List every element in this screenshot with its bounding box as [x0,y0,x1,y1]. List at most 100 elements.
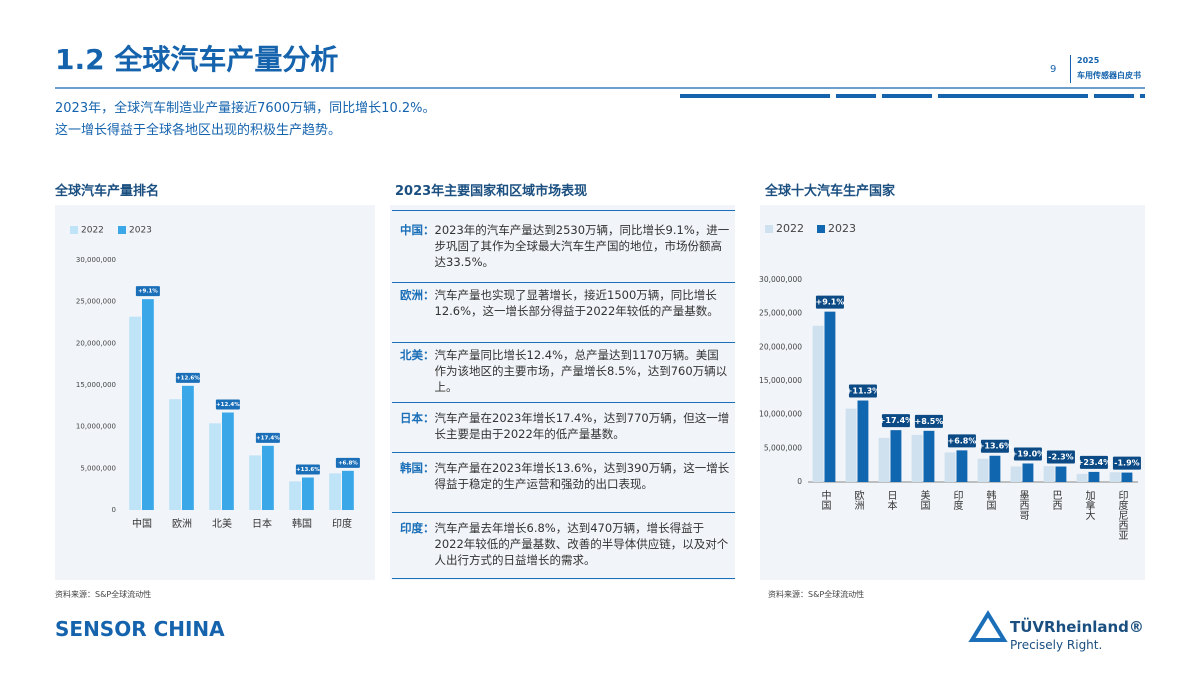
x-tick-label: 中国 [819,489,831,511]
market-item: 北美： 汽车产量同比增长12.4%，总产量达到1170万辆。美国作为该地区的主要市… [400,347,730,395]
bar [1010,466,1022,482]
annotation: +17.4% [256,435,280,441]
annotation-box [1079,455,1108,469]
bar [249,455,261,510]
separator [392,282,735,283]
annotation: +6.8% [947,436,976,445]
legend-swatch [70,226,78,234]
bar [222,412,234,510]
x-tick-label: 北美 [212,517,232,530]
separator [392,210,735,211]
intro-line: 2023年，全球汽车制造业产量接近7600万辆，同比增长10.2%。 [55,101,436,116]
annotation: +8.5% [914,417,943,426]
bar [911,434,923,482]
market-label: 韩国： [400,461,435,475]
annotation-box [881,414,910,428]
annotation-box [1046,450,1075,464]
bar [812,325,824,482]
book-title: 车用传感器白皮书 [1077,71,1141,80]
x-tick-label: 欧洲 [172,518,192,530]
logo-right: TÜVRheinland® [1010,618,1144,636]
legend-label: 2022 [81,226,104,236]
separator [392,342,735,343]
bar [923,430,935,482]
annotation-box [135,286,160,297]
annotation-box [175,372,200,383]
market-item: 韩国： 汽车产量在2023年增长13.6%，达到390万辆，这一增长得益于稳定的生… [400,460,730,492]
annotation-box [255,432,280,443]
x-tick-label: 墨西哥 [1017,490,1029,520]
x-tick-label: 巴西 [1050,490,1062,510]
bar [1076,473,1088,482]
market-text: 汽车产量在2023年增长17.4%，达到770万辆，但这一增长主要是由于2022… [434,411,730,441]
text-panel [390,205,735,580]
bar [302,477,314,510]
y-tick-label: 15,000,000 [76,381,116,389]
x-tick-label: 韩国 [984,489,996,511]
bar [1043,466,1055,482]
source: 资料来源：S&P全球流动性 [768,590,865,599]
y-tick-label: 0 [797,477,802,486]
x-tick-label: 印度 [332,517,352,530]
x-tick-label: 印度 [951,490,963,511]
x-tick-label: 日本 [252,517,272,530]
bar [262,445,274,510]
annotation: +11.3% [846,387,880,396]
annotation-box [335,457,360,468]
market-item: 印度： 汽车产量去年增长6.8%，达到470万辆，增长得益于2022年较低的产量基… [400,520,730,568]
source: 资料来源：S&P全球流动性 [55,590,152,599]
annotation: +9.1% [815,298,844,307]
y-tick-label: 10,000,000 [76,423,116,431]
bar [182,385,194,510]
annotation: -2.3% [1048,453,1074,462]
page-number: 9 [1050,64,1057,75]
bar [289,481,301,510]
x-tick-label: 日本 [885,490,897,511]
separator [392,452,735,453]
separator [392,402,735,403]
separator [392,512,735,513]
x-tick-label: 韩国 [292,517,312,530]
tuv-icon [968,610,1008,642]
y-tick-label: 5,000,000 [764,443,802,452]
bar [977,458,989,482]
market-text: 汽车产量去年增长6.8%，达到470万辆，增长得益于2022年较低的产量基数、改… [434,521,729,567]
x-tick-label: 中国 [132,517,152,530]
legend-label: 2022 [776,222,804,235]
year: 2025 [1077,56,1100,65]
section-title: 2023年主要国家和区域市场表现 [395,184,588,199]
legend-label: 2023 [828,222,856,235]
market-text: 汽车产量在2023年增长13.6%，达到390万辆，这一增长得益于稳定的生产运营… [434,461,730,491]
header-stripes [55,87,1145,98]
annotation: +17.4% [879,416,913,425]
annotation-box [947,434,976,448]
market-label: 中国： [400,223,435,237]
annotation: +13.6% [296,467,320,473]
bar [1055,466,1067,482]
section-title: 全球汽车产量排名 [55,184,160,199]
bar [956,450,968,482]
market-label: 日本： [400,411,435,425]
annotation: +6.8% [338,460,358,466]
annotation: +19.0% [1011,449,1045,458]
market-text: 汽车产量也实现了显著增长，接近1500万辆，同比增长12.6%，这一增长部分得益… [434,288,719,318]
page-title: 1.2 全球汽车产量分析 [55,43,339,76]
market-label: 北美： [400,348,435,362]
market-item: 中国： 2023年的汽车产量达到2530万辆，同比增长9.1%，进一步巩固了其作为… [400,222,730,270]
x-tick-label: 欧洲 [852,490,864,510]
annotation: +9.1% [138,289,158,295]
annotation-box [215,399,240,410]
bar [142,299,154,510]
annotation: +23.4% [1077,458,1111,467]
bar [824,311,836,482]
logo-left: SENSOR CHINA [55,617,225,641]
bar [1088,471,1100,482]
market-label: 欧洲： [400,288,435,302]
annotation-box [848,384,877,398]
y-tick-label: 30,000,000 [759,275,802,284]
y-tick-label: 20,000,000 [759,342,802,351]
annotation-box [914,414,943,428]
bar [944,452,956,482]
divider [1070,55,1071,83]
